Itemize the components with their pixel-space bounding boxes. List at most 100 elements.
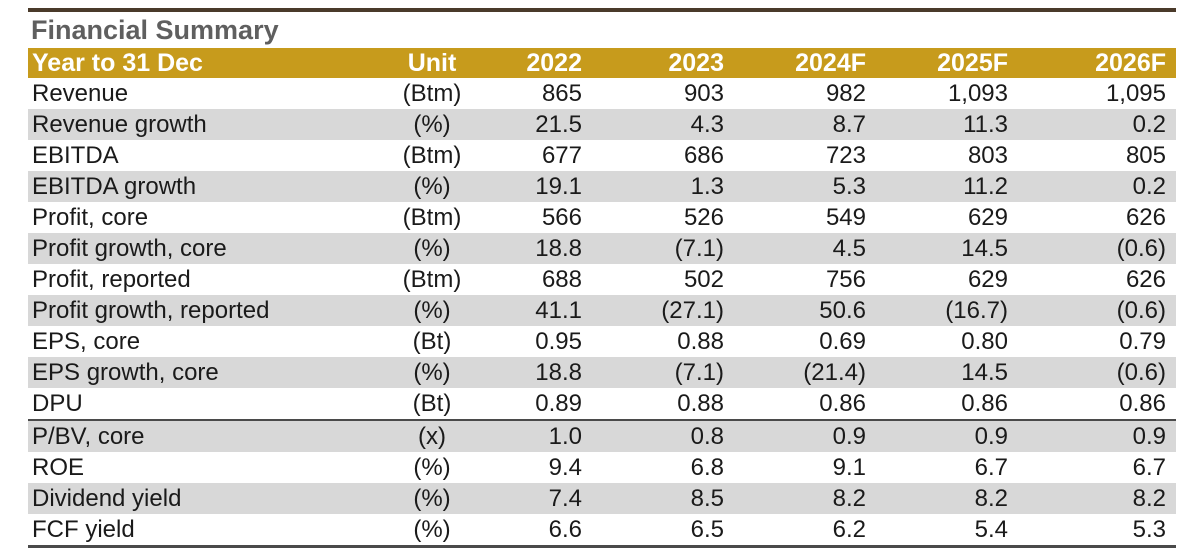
value-2025f: 8.2 xyxy=(902,483,1044,514)
value-2023: 526 xyxy=(683,204,724,231)
value-2022: 688 xyxy=(541,266,582,293)
value-2024f: 0.9 xyxy=(760,419,902,452)
value-2023: (7.1) xyxy=(618,233,760,264)
value-2025f: 0.9 xyxy=(902,419,1044,452)
row-label: Profit growth, core xyxy=(28,233,358,264)
value-2025f: 629 xyxy=(967,266,1008,293)
value-2026f: 0.9 xyxy=(1044,419,1176,452)
table-row: Profit, core (Btm) 566 526 549 629 626 xyxy=(28,202,1176,233)
table-row: Revenue growth (%) 21.5 4.3 8.7 11.3 0.2 xyxy=(28,109,1176,140)
value-2024f: 8.7 xyxy=(760,109,902,140)
row-label: Profit, reported xyxy=(32,266,191,293)
value-2026f: 8.2 xyxy=(1044,483,1176,514)
header-unit: Unit xyxy=(358,48,476,78)
table-row: EPS growth, core (%) 18.8 (7.1) (21.4) 14.5 (0… xyxy=(28,357,1176,388)
row-unit: (Bt) xyxy=(412,328,452,355)
row-unit: (%) xyxy=(358,483,476,514)
row-unit: (%) xyxy=(358,357,476,388)
value-2024f: 4.5 xyxy=(760,233,902,264)
row-unit: (%) xyxy=(358,514,476,548)
value-2024f: 982 xyxy=(825,80,866,107)
value-2024f: 6.2 xyxy=(760,514,902,548)
value-2025f: 803 xyxy=(967,142,1008,169)
value-2023: 686 xyxy=(683,142,724,169)
table-row: DPU (Bt) 0.89 0.88 0.86 0.86 0.86 xyxy=(28,388,1176,420)
value-2022: 9.4 xyxy=(548,454,582,481)
row-label: ROE xyxy=(32,454,85,481)
row-unit: (x) xyxy=(358,419,476,452)
row-unit: (%) xyxy=(413,454,451,481)
value-2026f: 0.2 xyxy=(1044,109,1176,140)
row-label: DPU xyxy=(32,390,83,417)
value-2026f: (0.6) xyxy=(1044,233,1176,264)
value-2025f: (16.7) xyxy=(902,295,1044,326)
row-unit: (Btm) xyxy=(402,204,462,231)
row-label: FCF yield xyxy=(28,514,358,548)
value-2024f: 0.86 xyxy=(819,390,866,417)
header-row: Year to 31 Dec Unit 2022 2023 2024F 2025… xyxy=(28,48,1176,78)
value-2022: 6.6 xyxy=(476,514,618,548)
value-2025f: 0.80 xyxy=(961,328,1008,355)
value-2023: 0.8 xyxy=(618,419,760,452)
value-2024f: 549 xyxy=(825,204,866,231)
row-unit: (%) xyxy=(358,109,476,140)
value-2024f: 756 xyxy=(825,266,866,293)
row-label: Profit, core xyxy=(32,204,149,231)
header-2026f: 2026F xyxy=(1044,48,1176,78)
row-unit: (%) xyxy=(358,233,476,264)
value-2022: 7.4 xyxy=(476,483,618,514)
value-2022: 19.1 xyxy=(476,171,618,202)
value-2026f: 1,095 xyxy=(1105,80,1166,107)
table-row: EPS, core (Bt) 0.95 0.88 0.69 0.80 0.79 xyxy=(28,326,1176,357)
value-2023: 6.5 xyxy=(618,514,760,548)
table-row: Profit growth, reported (%) 41.1 (27.1) 50.6… xyxy=(28,295,1176,326)
financial-summary-table: Year to 31 Dec Unit 2022 2023 2024F 2025… xyxy=(28,48,1176,548)
table-row: FCF yield (%) 6.6 6.5 6.2 5.4 5.3 xyxy=(28,514,1176,548)
value-2022: 0.95 xyxy=(535,328,582,355)
row-label: EPS, core xyxy=(32,328,141,355)
value-2026f: 0.2 xyxy=(1044,171,1176,202)
value-2022: 865 xyxy=(541,80,582,107)
table-row: Profit, reported (Btm) 688 502 756 629 626 xyxy=(28,264,1176,295)
row-label: EBITDA growth xyxy=(28,171,358,202)
row-label: Revenue xyxy=(32,80,129,107)
row-unit: (Btm) xyxy=(402,142,462,169)
value-2025f: 11.2 xyxy=(902,171,1044,202)
value-2024f: 9.1 xyxy=(832,454,866,481)
value-2022: 18.8 xyxy=(476,357,618,388)
row-label: EBITDA xyxy=(32,142,119,169)
value-2022: 0.89 xyxy=(535,390,582,417)
row-label: P/BV, core xyxy=(28,419,358,452)
header-2022: 2022 xyxy=(476,48,618,78)
value-2026f: (0.6) xyxy=(1044,357,1176,388)
value-2023: 1.3 xyxy=(618,171,760,202)
table-row: EBITDA growth (%) 19.1 1.3 5.3 11.2 0.2 xyxy=(28,171,1176,202)
value-2025f: 11.3 xyxy=(902,109,1044,140)
value-2022: 21.5 xyxy=(476,109,618,140)
value-2024f: (21.4) xyxy=(760,357,902,388)
value-2022: 677 xyxy=(541,142,582,169)
row-unit: (Btm) xyxy=(402,266,462,293)
row-unit: (%) xyxy=(358,295,476,326)
top-rule xyxy=(28,8,1176,12)
value-2026f: 0.79 xyxy=(1119,328,1166,355)
value-2023: 903 xyxy=(683,80,724,107)
value-2022: 41.1 xyxy=(476,295,618,326)
row-unit: (Bt) xyxy=(412,390,452,417)
value-2025f: 14.5 xyxy=(902,357,1044,388)
table-row: Dividend yield (%) 7.4 8.5 8.2 8.2 8.2 xyxy=(28,483,1176,514)
value-2026f: 6.7 xyxy=(1132,454,1166,481)
table-row: Revenue (Btm) 865 903 982 1,093 1,095 xyxy=(28,78,1176,109)
value-2024f: 723 xyxy=(825,142,866,169)
value-2022: 566 xyxy=(541,204,582,231)
value-2024f: 8.2 xyxy=(760,483,902,514)
value-2026f: 626 xyxy=(1125,204,1166,231)
table-title: Financial Summary xyxy=(31,15,279,45)
value-2022: 18.8 xyxy=(476,233,618,264)
value-2023: 4.3 xyxy=(618,109,760,140)
value-2024f: 50.6 xyxy=(760,295,902,326)
table-row: P/BV, core (x) 1.0 0.8 0.9 0.9 0.9 xyxy=(28,419,1176,452)
value-2023: (27.1) xyxy=(618,295,760,326)
header-year-label: Year to 31 Dec xyxy=(28,48,358,78)
value-2025f: 629 xyxy=(967,204,1008,231)
